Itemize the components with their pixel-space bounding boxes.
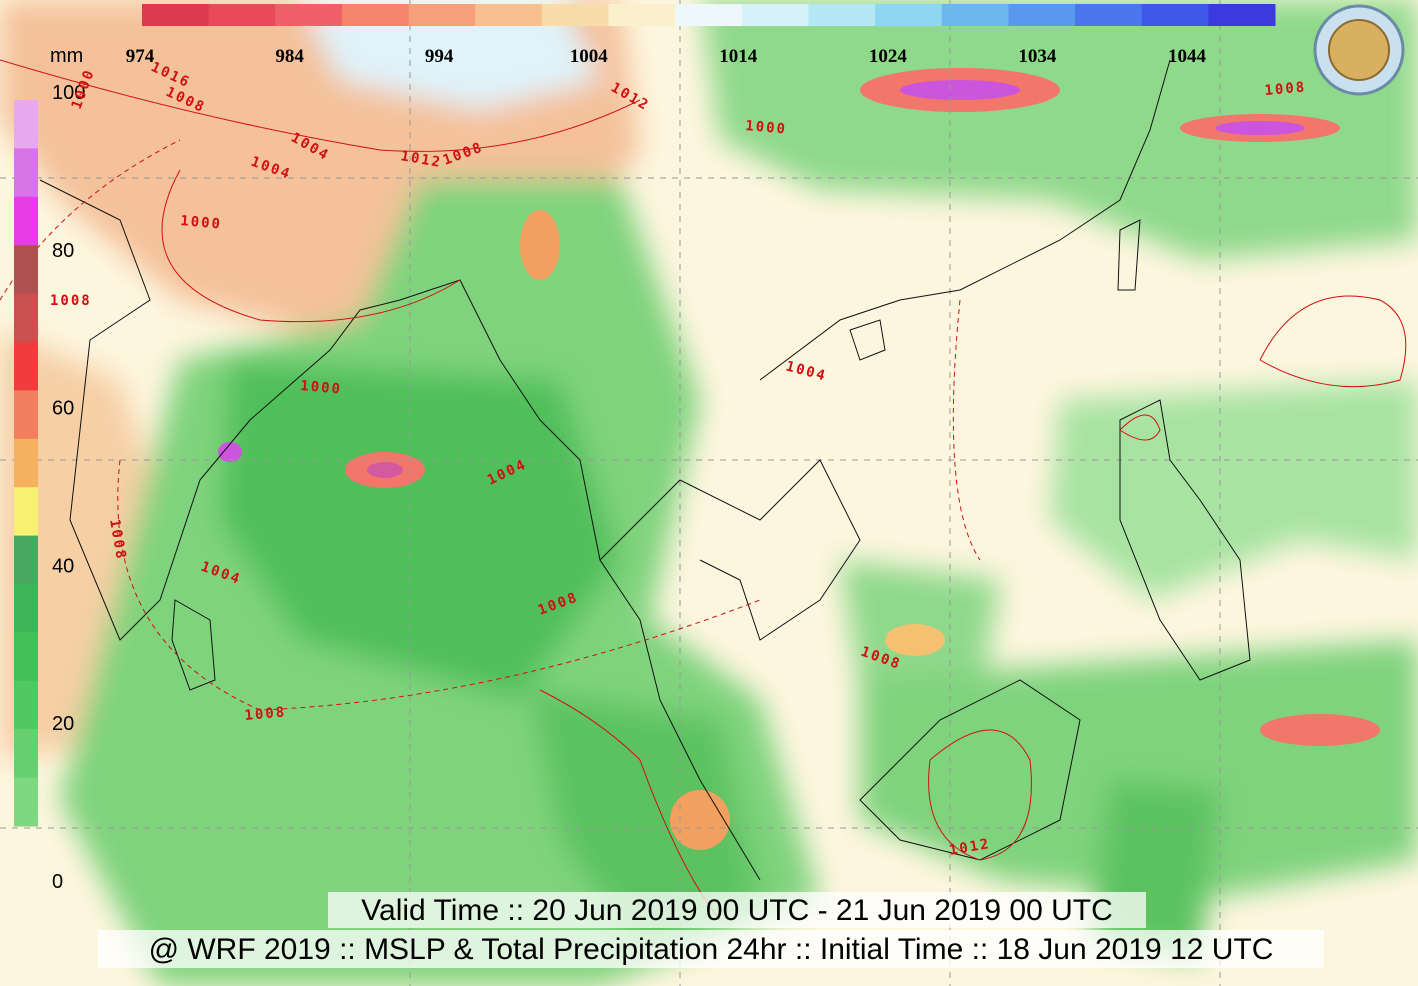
- pressure-tick-label: 1024: [869, 46, 908, 67]
- heavy-rain-cells: [218, 68, 1380, 850]
- precip-unit: mm: [50, 45, 83, 67]
- pressure-swatch: [1208, 4, 1276, 26]
- precip-swatch: [14, 245, 38, 295]
- isobar-label: 1012: [948, 836, 992, 859]
- pressure-swatch: [208, 4, 276, 26]
- pressure-swatch: [475, 4, 543, 26]
- precip-swatch: [14, 148, 38, 198]
- pressure-swatch: [142, 4, 210, 26]
- precip-swatch: [14, 632, 38, 682]
- pressure-swatch: [541, 4, 610, 26]
- pressure-swatch: [275, 4, 343, 26]
- precip-tick-label: 40: [52, 555, 74, 577]
- pressure-tick-label: 1034: [1018, 46, 1057, 67]
- pressure-swatch: [875, 4, 943, 26]
- precip-swatch: [14, 390, 38, 440]
- precip-swatch: [14, 342, 38, 391]
- pressure-swatch: [608, 4, 676, 26]
- precip-tick-label: 60: [52, 398, 74, 420]
- isobar-label: 1000: [180, 213, 223, 233]
- pressure-swatch: [941, 4, 1009, 26]
- pressure-swatch: [341, 4, 410, 26]
- pressure-colorbar: 974 984 994 1004 1014 1024 1034 1044: [126, 4, 1276, 67]
- pressure-swatch: [408, 4, 476, 26]
- pressure-swatch: [1141, 4, 1209, 26]
- caption-backdrop: [328, 892, 1146, 928]
- precip-swatch: [14, 438, 38, 488]
- precip-tick-label: 80: [52, 240, 74, 262]
- precip-tick-label: 100: [52, 82, 85, 104]
- pressure-swatch: [675, 4, 743, 26]
- caption-backdrop: [98, 930, 1324, 968]
- precip-swatch: [14, 487, 38, 537]
- pressure-swatch: [1008, 4, 1076, 26]
- isobar-label: 1008: [106, 518, 129, 562]
- pressure-tick-label: 984: [275, 46, 304, 67]
- precip-tick-label: 0: [52, 871, 63, 893]
- map-title: @ WRF 2019 :: MSLP & Total Precipitation…: [149, 933, 1274, 966]
- logo: [1313, 4, 1405, 96]
- precip-swatch: [14, 680, 38, 730]
- pressure-tick-label: 1014: [719, 46, 758, 67]
- precip-tick-label: 20: [52, 713, 74, 735]
- pressure-swatch: [1075, 4, 1143, 26]
- pressure-tick-label: 974: [126, 46, 155, 67]
- isobar-label: 1008: [244, 704, 287, 724]
- precip-swatch: [14, 777, 38, 827]
- isobar-label: 1000: [745, 118, 788, 138]
- isobar-label: 1000: [300, 378, 343, 398]
- precip-swatch: [14, 584, 38, 633]
- pressure-swatch: [808, 4, 876, 26]
- pressure-tick-label: 994: [425, 46, 454, 67]
- pressure-tick-label: 1044: [1168, 46, 1207, 67]
- precip-swatch: [14, 535, 38, 585]
- pressure-swatch: [741, 4, 809, 26]
- precip-swatch: [14, 729, 38, 779]
- isobar-label: 1012: [399, 148, 443, 171]
- pressure-tick-label: 1004: [570, 46, 609, 67]
- valid-time: Valid Time :: 20 Jun 2019 00 UTC - 21 Ju…: [361, 894, 1113, 927]
- precip-swatch: [14, 196, 38, 246]
- coastlines: [39, 59, 1251, 881]
- precipitation-colorbar: 100 80 60 40 20 0: [14, 82, 85, 893]
- isobar-label: 1008: [50, 293, 92, 309]
- isobars: [0, 59, 1407, 921]
- precip-swatch: [14, 293, 38, 343]
- isobar-label: 1008: [1264, 79, 1307, 99]
- precip-swatch: [14, 100, 38, 149]
